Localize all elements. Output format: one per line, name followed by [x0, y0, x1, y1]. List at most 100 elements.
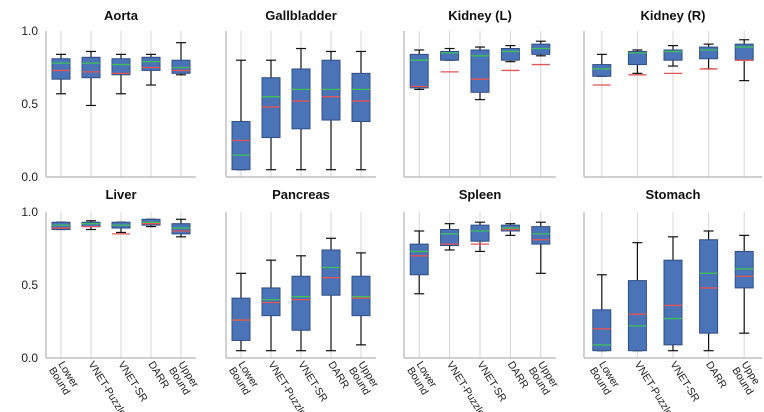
box-darr	[141, 53, 161, 86]
box-darr	[500, 223, 520, 236]
box-lower-bound	[231, 272, 251, 352]
box-iqr	[409, 53, 429, 89]
y-tick-label: 1.0	[21, 24, 38, 38]
box-iqr	[663, 259, 683, 346]
box-lower-bound	[231, 59, 251, 171]
panel-title: Spleen	[459, 187, 502, 202]
box-iqr	[171, 223, 191, 235]
box-upper-bound	[171, 42, 191, 76]
x-tick-label: LowerBound	[46, 359, 82, 397]
y-tick-label: 0.5	[21, 97, 38, 111]
box-iqr	[592, 309, 612, 352]
box-iqr	[261, 287, 281, 317]
box-iqr	[734, 250, 754, 289]
x-tick-label: DARR	[145, 359, 171, 391]
box-iqr	[500, 48, 520, 61]
y-tick-label: 0.5	[21, 278, 38, 292]
box-iqr	[321, 59, 341, 121]
box-darr	[321, 50, 341, 171]
x-tick-label: UpperBound	[166, 359, 202, 397]
box-iqr	[470, 49, 490, 93]
box-vnet-sr	[470, 221, 490, 253]
box-iqr	[531, 226, 551, 245]
box-lower-bound	[51, 221, 71, 231]
box-vnet-puzzle	[81, 50, 101, 107]
x-tick-label: DARR	[325, 359, 351, 391]
box-iqr	[291, 275, 311, 331]
box-iqr	[440, 50, 460, 61]
box-darr	[141, 218, 161, 228]
panel-title: Kidney (L)	[448, 8, 512, 23]
box-iqr	[291, 68, 311, 130]
box-iqr	[440, 229, 460, 247]
x-tick-label-line: DARR	[505, 359, 531, 391]
box-iqr	[351, 275, 371, 317]
x-tick-label: LowerBound	[587, 359, 623, 397]
x-tick-label: UppeBound	[729, 359, 764, 397]
box-darr	[321, 237, 341, 352]
x-tick-label: VNET-SR	[474, 359, 509, 404]
panel-title: Gallbladder	[265, 8, 337, 23]
x-tick-label: LowerBound	[226, 359, 262, 397]
box-iqr	[531, 43, 551, 55]
panel-title: Liver	[105, 187, 136, 202]
box-vnet-puzzle	[627, 49, 647, 76]
box-iqr	[231, 297, 251, 341]
box-iqr	[351, 72, 371, 123]
box-darr	[500, 44, 520, 72]
box-iqr	[81, 221, 101, 228]
box-vnet-puzzle	[627, 242, 647, 352]
x-tick-label: LowerBound	[404, 359, 440, 397]
box-iqr	[470, 224, 490, 242]
box-iqr	[627, 280, 647, 352]
box-iqr	[141, 56, 161, 71]
box-upper-bound	[171, 218, 191, 238]
box-iqr	[409, 243, 429, 276]
box-vnet-sr	[291, 47, 311, 171]
box-vnet-puzzle	[440, 47, 460, 73]
box-vnet-sr	[291, 255, 311, 352]
box-iqr	[699, 239, 719, 334]
y-tick-label: 0.0	[21, 170, 38, 184]
panel-title: Pancreas	[272, 187, 330, 202]
panel-kidney-l: Kidney (L)	[403, 8, 556, 178]
x-tick-label: UpperBound	[346, 359, 382, 397]
panel-kidney-r: Kidney (R)	[583, 8, 762, 178]
box-iqr	[231, 121, 251, 171]
box-lower-bound	[592, 274, 612, 352]
box-upper-bound	[351, 50, 371, 171]
panel-aorta: Aorta 0.0 0.5 1.0	[21, 8, 196, 184]
y-tick-label: 0.0	[21, 351, 38, 365]
box-lower-bound	[51, 53, 71, 95]
box-upper-bound	[734, 39, 754, 82]
box-iqr	[111, 58, 131, 76]
box-vnet-sr	[663, 236, 683, 352]
x-tick-label-line: VNET-SR	[474, 359, 509, 404]
box-iqr	[261, 77, 281, 139]
box-iqr	[321, 249, 341, 296]
box-lower-bound	[409, 49, 429, 91]
box-iqr	[627, 50, 647, 66]
panel-title: Kidney (R)	[641, 8, 706, 23]
box-upper-bound	[531, 221, 551, 274]
panel-title: Stomach	[646, 187, 701, 202]
x-tick-label: UpperBound	[526, 359, 562, 397]
x-tick-label-line: VNET-SR	[667, 359, 702, 404]
box-iqr	[592, 64, 612, 77]
box-iqr	[81, 56, 101, 79]
box-iqr	[51, 221, 71, 231]
box-upper-bound	[351, 252, 371, 346]
x-tick-label: VNET-SR	[667, 359, 702, 404]
x-tick-label: DARR	[703, 359, 729, 391]
box-iqr	[171, 59, 191, 74]
x-tick-label-line: DARR	[703, 359, 729, 391]
x-tick-label-line: DARR	[145, 359, 171, 391]
x-tick-label-line: DARR	[325, 359, 351, 391]
x-tick-label: DARR	[505, 359, 531, 391]
box-darr	[699, 230, 719, 352]
box-darr	[699, 43, 719, 70]
